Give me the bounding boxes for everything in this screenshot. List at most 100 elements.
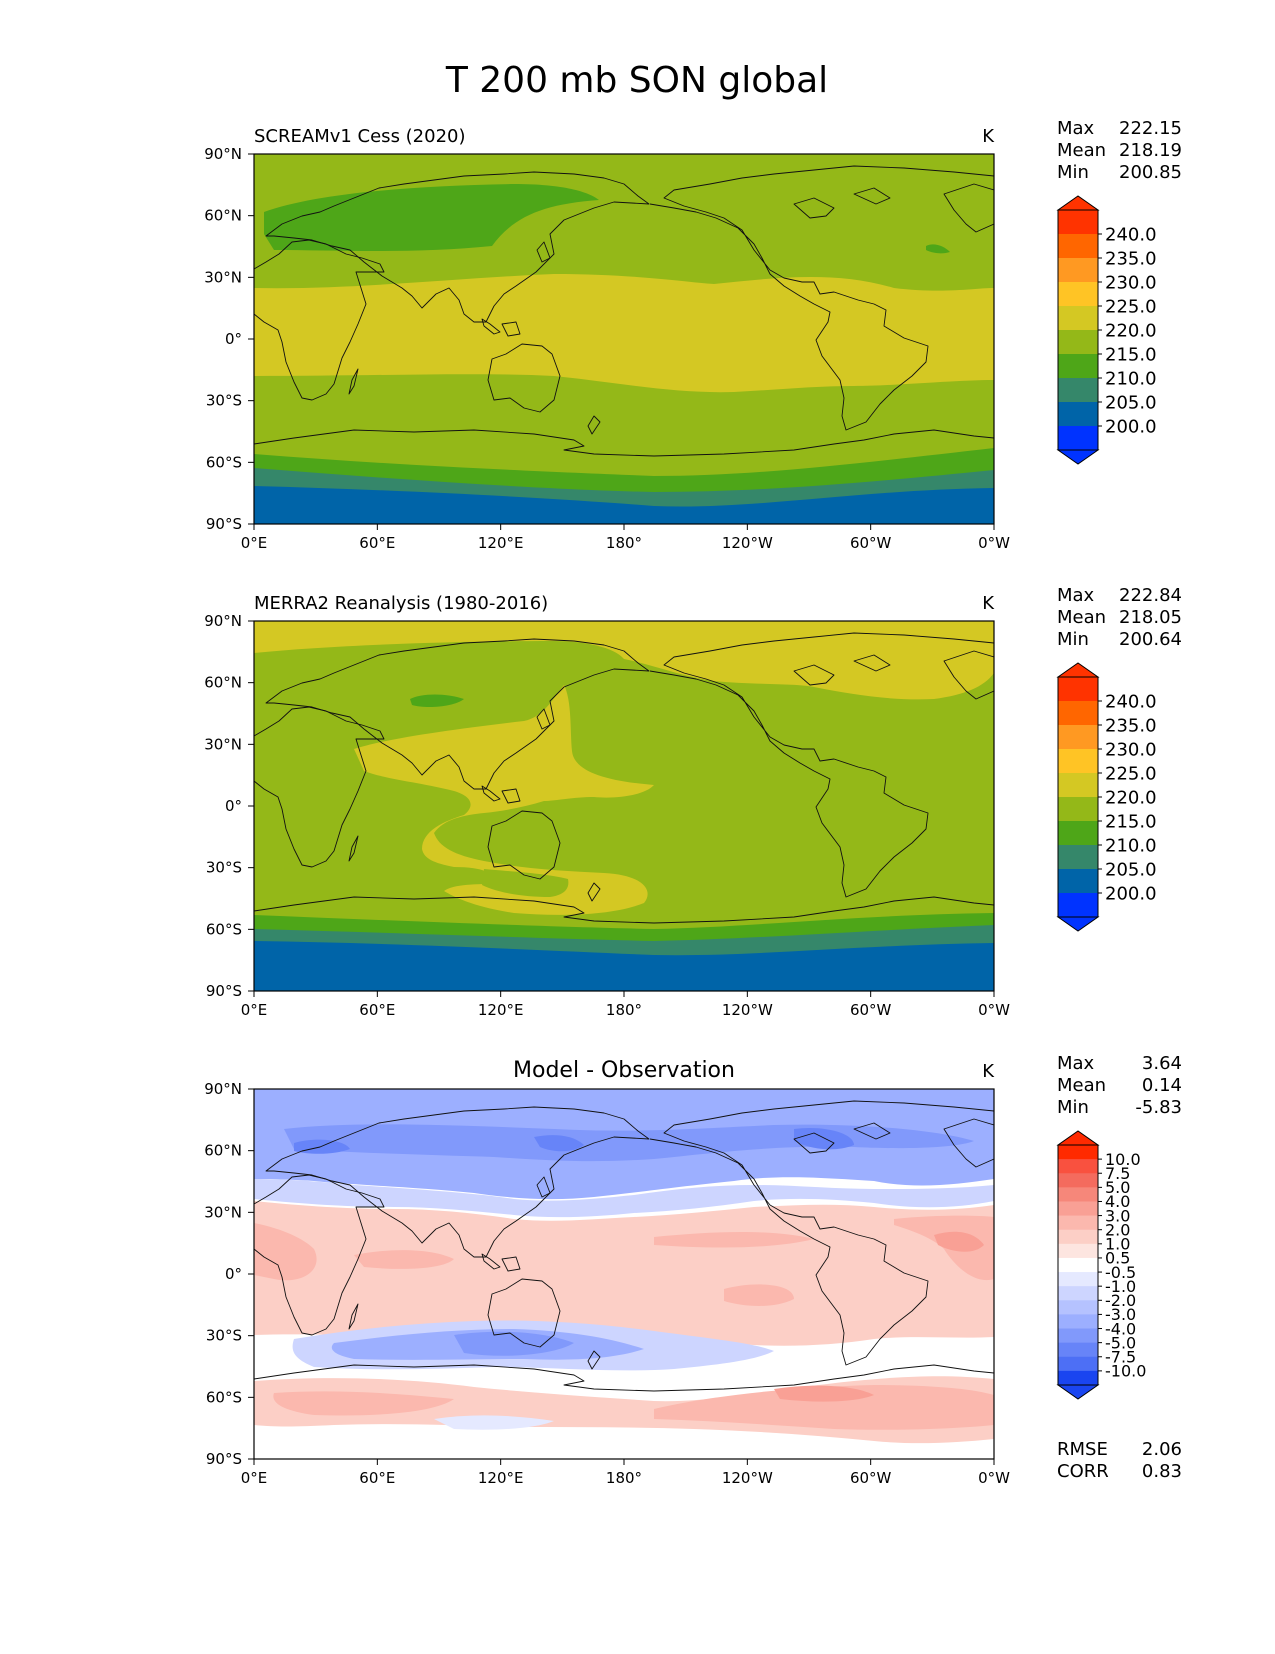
stat-label: Max xyxy=(1057,1053,1095,1074)
lat-tick-label: 30°N xyxy=(204,268,242,286)
figure-title: T 200 mb SON global xyxy=(445,60,828,101)
stats-block: Max 222.15 Mean 218.19 Min 200.85 xyxy=(1057,118,1182,183)
lat-tick-label: 90°S xyxy=(206,515,242,533)
colorbar-tick-label: 220.0 xyxy=(1105,320,1157,341)
stat-value: 222.15 xyxy=(1119,118,1182,139)
stats-block: Max 222.84 Mean 218.05 Min 200.64 xyxy=(1057,585,1182,650)
lat-tick-label: 90°N xyxy=(204,145,242,163)
lon-axis: 0°E 60°E 120°E 180° 120°W 60°W 0°W xyxy=(241,1459,1010,1487)
colorbar-segment xyxy=(1058,1187,1098,1202)
colorbar-tick-label: 215.0 xyxy=(1105,344,1157,365)
diff-band-tropics-warm xyxy=(254,1201,994,1346)
colorbar-segment xyxy=(1058,1201,1098,1217)
field-band-arctic-warm xyxy=(254,621,994,700)
panel-difference: 90°N 60°N 30°N 0° 30°S 60°S 90°S 0°E 60°E 120°E 1… xyxy=(204,1053,1182,1487)
lon-tick-label: 0°W xyxy=(978,1469,1010,1487)
lon-tick-label: 120°E xyxy=(478,534,524,552)
colorbar-tick-label: -4.0 xyxy=(1105,1319,1136,1338)
field-band-antarctic xyxy=(254,941,994,991)
lon-tick-label: 0°W xyxy=(978,534,1010,552)
lon-tick-label: 60°W xyxy=(850,1469,892,1487)
lat-tick-label: 30°N xyxy=(204,735,242,753)
colorbar-extend-max xyxy=(1056,1130,1100,1146)
lat-axis: 90°N 60°N 30°N 0° 30°S 60°S 90°S xyxy=(204,612,254,1000)
metric-value: 2.06 xyxy=(1142,1439,1182,1460)
stat-label: Mean xyxy=(1057,1075,1106,1096)
colorbar-tick-label: -0.5 xyxy=(1105,1263,1136,1282)
lon-tick-label: 60°E xyxy=(359,1469,395,1487)
colorbar-extend-max xyxy=(1056,195,1100,211)
colorbar-tick-label: 225.0 xyxy=(1105,763,1157,784)
lon-tick-label: 120°E xyxy=(478,1001,524,1019)
colorbar-segment xyxy=(1058,1215,1098,1231)
colorbar-tick-label: -7.5 xyxy=(1105,1348,1136,1367)
stat-value: 222.84 xyxy=(1119,585,1182,606)
colorbar-frame xyxy=(1057,1144,1099,1386)
diff-band-sh-colder xyxy=(454,1331,574,1356)
lat-tick-label: 90°S xyxy=(206,982,242,1000)
units-label: K xyxy=(982,593,995,614)
stat-label: Max xyxy=(1057,585,1095,606)
colorbar-segment xyxy=(1058,1370,1098,1386)
colorbar-segment xyxy=(1058,1145,1098,1160)
colorbar-tick-label: 240.0 xyxy=(1105,691,1157,712)
diff-band-nh-cool xyxy=(254,1179,994,1218)
panel-model: 90°N 60°N 30°N 0° 30°S 60°S 90°S 0°E 60°E 120°E 1… xyxy=(204,118,1182,552)
colorbar-segment xyxy=(1058,1342,1098,1358)
colorbar-segment xyxy=(1058,749,1098,774)
field-band-antarctic xyxy=(254,486,994,524)
lat-tick-label: 90°N xyxy=(204,1080,242,1098)
stat-label: Mean xyxy=(1057,140,1106,161)
colorbar-tick-label: 4.0 xyxy=(1105,1192,1130,1211)
colorbar-segment xyxy=(1058,378,1098,403)
diff-band-sh-mid-hot xyxy=(774,1385,874,1402)
lat-tick-label: 60°S xyxy=(206,453,242,471)
stat-value: 200.64 xyxy=(1119,629,1182,650)
lat-axis: 90°N 60°N 30°N 0° 30°S 60°S 90°S xyxy=(204,1080,254,1468)
colorbar-segment xyxy=(1058,1159,1098,1174)
colorbar: 240.0 235.0 230.0 225.0 220.0 215.0 210.0 205.0… xyxy=(1056,195,1157,465)
colorbar: 10.07.55.04.03.02.01.00.5-0.5-1.0-2.0-3.… xyxy=(1056,1130,1146,1400)
colorbar-segment xyxy=(1058,1328,1098,1344)
colorbar: 240.0 235.0 230.0 225.0 220.0 215.0 210.0 205.0… xyxy=(1056,662,1157,932)
colorbar-tick-label: 220.0 xyxy=(1105,787,1157,808)
metric-value: 0.83 xyxy=(1142,1461,1182,1482)
colorbar-tick-label: 0.5 xyxy=(1105,1249,1130,1268)
colorbar-extend-min xyxy=(1056,449,1100,465)
colorbar-tick-label: 210.0 xyxy=(1105,368,1157,389)
colorbar-segment xyxy=(1058,869,1098,894)
colorbar-segment xyxy=(1058,234,1098,259)
lon-tick-label: 60°E xyxy=(359,1001,395,1019)
stat-value: 218.05 xyxy=(1119,607,1182,628)
colorbar-segment xyxy=(1058,677,1098,702)
colorbar-segment xyxy=(1058,258,1098,283)
colorbar-tick-label: -1.0 xyxy=(1105,1277,1136,1296)
colorbar-segment xyxy=(1058,402,1098,427)
colorbar-tick-label: 7.5 xyxy=(1105,1164,1130,1183)
panel-title: MERRA2 Reanalysis (1980-2016) xyxy=(254,593,548,614)
lon-tick-label: 120°E xyxy=(478,1469,524,1487)
colorbar-tick-label: 205.0 xyxy=(1105,859,1157,880)
colorbar-segment xyxy=(1058,1243,1098,1259)
colorbar-extend-min xyxy=(1056,916,1100,932)
lon-tick-label: 60°E xyxy=(359,534,395,552)
lon-tick-label: 0°E xyxy=(241,534,268,552)
colorbar-segment xyxy=(1058,1272,1098,1287)
colorbar-tick-label: 235.0 xyxy=(1105,248,1157,269)
colorbar-segment xyxy=(1058,1173,1098,1188)
lat-tick-label: 90°S xyxy=(206,1450,242,1468)
colorbar-extend-min xyxy=(1056,1384,1100,1400)
field-band-australia-cold xyxy=(482,869,569,897)
lat-tick-label: 0° xyxy=(225,330,242,348)
lon-axis: 0°E 60°E 120°E 180° 120°W 60°W 0°W xyxy=(241,991,1010,1019)
field-band-wpac-warm xyxy=(354,685,654,915)
colorbar-segment xyxy=(1058,773,1098,798)
stat-value: 200.85 xyxy=(1119,162,1182,183)
colorbar-segment xyxy=(1058,210,1098,235)
colorbar-segment xyxy=(1058,306,1098,331)
colorbar-segment xyxy=(1058,725,1098,750)
colorbar-segment xyxy=(1058,821,1098,846)
colorbar-segment xyxy=(1058,797,1098,822)
panel-observation: 90°N 60°N 30°N 0° 30°S 60°S 90°S 0°E 60°E 120°E 1… xyxy=(204,585,1182,1019)
